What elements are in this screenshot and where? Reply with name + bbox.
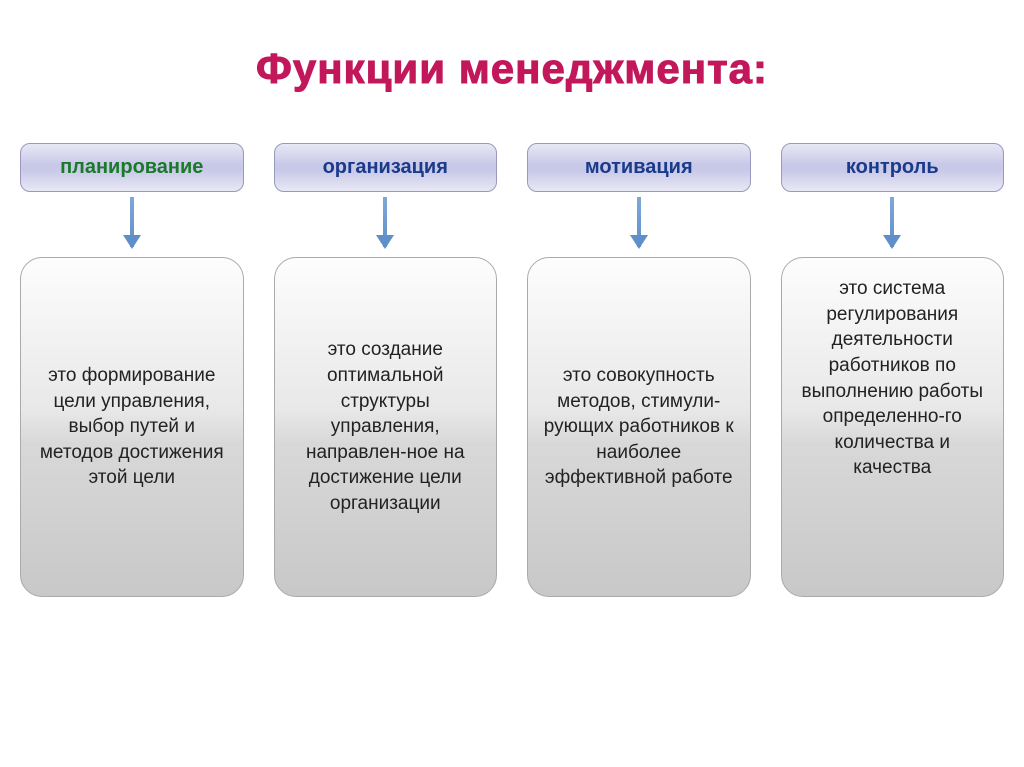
header-organization: организация xyxy=(274,143,498,192)
columns-container: планирование это формирова­ние цели упра… xyxy=(0,143,1024,597)
column-motivation: мотивация это совокупност­ь методов, сти… xyxy=(527,143,751,597)
arrow-icon xyxy=(383,197,387,247)
arrow-icon xyxy=(890,197,894,247)
header-motivation: мотивация xyxy=(527,143,751,192)
description-motivation: это совокупност­ь методов, стимули-рующи… xyxy=(527,257,751,597)
column-control: контроль это система регулировани­я деят… xyxy=(781,143,1005,597)
description-control: это система регулировани­я деятельности … xyxy=(781,257,1005,597)
diagram-title: Функции менеджмента: xyxy=(0,0,1024,143)
arrow-icon xyxy=(637,197,641,247)
description-organization: это создание оптимально­й структуры упра… xyxy=(274,257,498,597)
header-planning: планирование xyxy=(20,143,244,192)
column-planning: планирование это формирова­ние цели упра… xyxy=(20,143,244,597)
arrow-icon xyxy=(130,197,134,247)
column-organization: организация это создание оптимально­й ст… xyxy=(274,143,498,597)
header-control: контроль xyxy=(781,143,1005,192)
description-planning: это формирова­ние цели управления, выбор… xyxy=(20,257,244,597)
